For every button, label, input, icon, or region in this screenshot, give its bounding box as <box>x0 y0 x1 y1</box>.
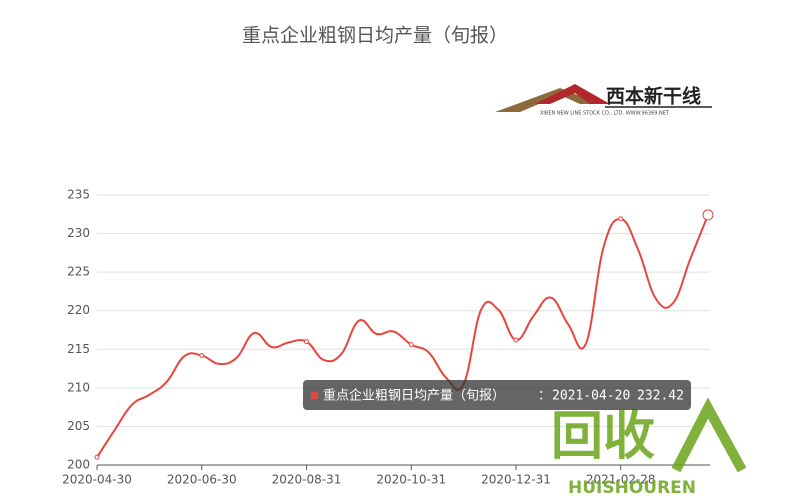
logo-subtitle: XIBEN NEW LINE STOCK CO., LTD. WWW.96369… <box>540 111 670 117</box>
tooltip-separator: ： <box>538 389 551 404</box>
tooltip-series: 重点企业粗钢日均产量（旬报） <box>323 388 505 404</box>
tooltip-value: 232.42 <box>637 389 684 404</box>
y-tick-label: 220 <box>67 303 90 317</box>
y-tick-label: 230 <box>67 226 90 240</box>
x-tick-label: 2020-06-30 <box>167 473 237 487</box>
tooltip: 重点企业粗钢日均产量（旬报） ： 2021-04-20 232.42 <box>303 380 691 410</box>
chart-title: 重点企业粗钢日均产量（旬报） <box>242 25 508 47</box>
point <box>618 216 624 222</box>
y-tick-label: 235 <box>67 188 90 202</box>
x-tick-label: 2021-02-28 <box>586 473 656 487</box>
point <box>702 209 714 221</box>
x-tick-label: 2020-04-30 <box>62 473 132 487</box>
point <box>199 352 205 358</box>
logo-name: 西本新干线 <box>606 85 701 108</box>
watermark-name: HUISHOUREN <box>568 478 696 498</box>
point <box>94 454 100 460</box>
tooltip-date: 2021-04-20 <box>552 389 630 404</box>
logo-shape <box>535 84 610 104</box>
x-tick-label: 2020-12-31 <box>481 473 551 487</box>
x-tick-label: 2020-10-31 <box>376 473 446 487</box>
point <box>513 337 519 343</box>
y-tick-label: 225 <box>67 265 90 279</box>
x-tick-label: 2020-08-31 <box>272 473 342 487</box>
point <box>303 339 309 345</box>
y-tick-label: 210 <box>67 380 90 394</box>
tooltip-box <box>303 380 691 410</box>
point <box>408 342 414 348</box>
watermark-icon <box>671 397 747 473</box>
y-tick-label: 200 <box>67 458 90 472</box>
watermark-mark: 回收 <box>551 407 655 467</box>
logo: 西本新干线 XIBEN NEW LINE STOCK CO., LTD. WWW… <box>495 84 712 117</box>
y-tick-label: 205 <box>67 419 90 433</box>
tooltip-marker <box>311 392 318 399</box>
y-tick-label: 215 <box>67 342 90 356</box>
watermark: 回收 HUISHOUREN <box>551 397 747 498</box>
